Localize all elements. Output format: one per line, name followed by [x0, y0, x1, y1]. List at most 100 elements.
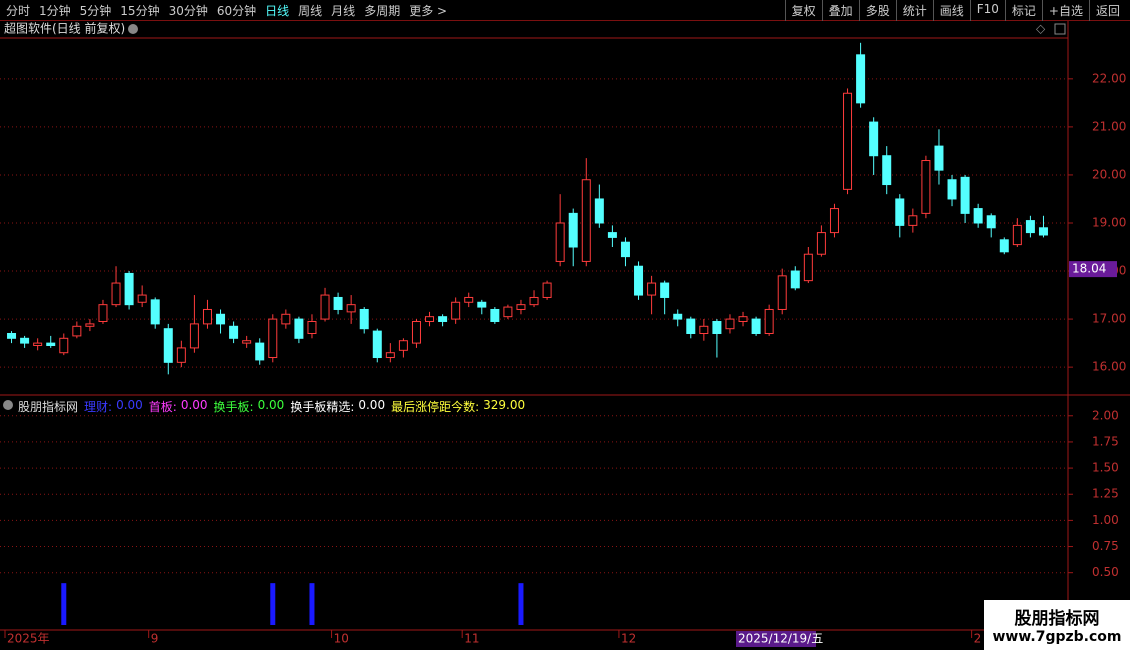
candle-body [46, 342, 56, 347]
candle-body [33, 342, 43, 347]
x-tick-label: 9 [151, 632, 159, 646]
y-tick-label: 0.75 [1092, 539, 1119, 553]
candle-body [856, 54, 866, 104]
candle-body [150, 299, 160, 325]
icon[interactable]: ◇ [1036, 22, 1046, 36]
watermark: 股朋指标网 www.7gpzb.com [984, 600, 1130, 650]
candle-body [464, 296, 474, 303]
candle-body [829, 208, 839, 234]
candle-body [934, 145, 944, 171]
tool-button[interactable]: 复权 [784, 0, 822, 21]
tool-button[interactable]: 多股 [858, 0, 896, 21]
candle-body [202, 308, 212, 325]
period-tab[interactable]: 15分钟 [120, 4, 160, 18]
candle-body [594, 198, 604, 224]
candle-body [581, 179, 591, 262]
watermark-title: 股朋指标网 [1014, 609, 1100, 629]
candle-body [607, 232, 617, 238]
y-tick-label: 2.00 [1092, 408, 1119, 422]
candle-body [333, 296, 343, 310]
candle-body [111, 282, 121, 306]
legend-value: 0.00 [116, 398, 143, 412]
legend-value: 0.00 [358, 398, 386, 412]
period-tab[interactable]: 多周期 [364, 4, 401, 18]
menu-icon[interactable] [128, 24, 138, 34]
period-tab[interactable]: 1分钟 [39, 4, 71, 18]
candle-body [124, 272, 134, 306]
legend-name: 理财: [84, 400, 113, 414]
candle-body [555, 222, 565, 262]
tool-button[interactable]: +自选 [1041, 0, 1089, 21]
candle-body [72, 325, 82, 337]
y-tick-label: 16.00 [1092, 360, 1126, 374]
legend-name: 首板: [148, 400, 177, 414]
tool-button[interactable]: F10 [969, 0, 1005, 21]
period-tab[interactable]: 分时 [6, 4, 31, 18]
signal-bar [270, 583, 276, 625]
tool-button[interactable]: 叠加 [821, 0, 859, 21]
signal-bar [61, 583, 67, 625]
candle-body [189, 323, 199, 349]
candle-body [281, 313, 291, 325]
candle-body [777, 275, 787, 310]
menu-icon[interactable] [3, 400, 13, 410]
candle-body [98, 304, 108, 322]
y-tick-label: 17.00 [1092, 312, 1126, 326]
signal-bar [518, 583, 524, 625]
last-price-label: 18.04 [1072, 262, 1106, 276]
y-tick-label: 1.50 [1092, 461, 1119, 475]
period-tab[interactable]: 5分钟 [79, 4, 112, 18]
chart-title: 超图软件(日线 前复权) [4, 21, 125, 36]
candle-body [568, 212, 578, 248]
icon[interactable] [1054, 23, 1066, 35]
tool-button[interactable]: 标记 [1004, 0, 1042, 21]
tool-buttons: 复权 叠加 多股 统计 画线 F10 标记 +自选 返回 [784, 0, 1126, 21]
candle-body [634, 265, 644, 296]
watermark-url: www.7gpzb.com [992, 629, 1122, 645]
candle-body [895, 198, 905, 226]
y-tick-label: 20.00 [1092, 167, 1126, 181]
tool-button[interactable]: 统计 [895, 0, 933, 21]
signal-bar [309, 583, 315, 625]
candle-body [973, 208, 983, 224]
candle-body [960, 176, 970, 214]
y-tick-label: 19.00 [1092, 215, 1126, 229]
candle-body [699, 325, 709, 334]
tool-button[interactable]: 返回 [1088, 0, 1126, 21]
candle-body [359, 308, 369, 330]
candle-body [686, 318, 696, 334]
candle-body [725, 318, 735, 330]
candle-body [372, 330, 382, 359]
candle-body [1025, 220, 1035, 234]
candle-body [816, 232, 826, 255]
period-tab[interactable]: 日线 [265, 4, 290, 18]
candle-body [229, 325, 239, 339]
x-tick-label: 10 [334, 632, 349, 646]
period-tab[interactable]: 月线 [331, 4, 356, 18]
candle-body [908, 215, 918, 226]
indicator-title: 股朋指标网 [18, 400, 79, 414]
candle-body [1012, 224, 1022, 246]
candle-body [947, 179, 957, 200]
legend-name: 换手板: [213, 400, 254, 414]
period-tab[interactable]: 更多 > [409, 4, 448, 18]
period-tab[interactable]: 周线 [298, 4, 323, 18]
tool-button[interactable]: 画线 [932, 0, 970, 21]
legend-value: 0.00 [257, 398, 285, 412]
y-tick-label: 21.00 [1092, 119, 1126, 133]
y-tick-label: 1.00 [1092, 513, 1119, 527]
candle-body [882, 155, 892, 186]
toolbar: 分时 1分钟 5分钟 15分钟 30分钟 60分钟 日线 周线 月线 多周期 更多 > 复权 叠加 多股… [0, 0, 1130, 21]
legend-value: 329.00 [483, 398, 526, 412]
candle-body [712, 320, 722, 334]
candle-body [320, 294, 330, 320]
candle-body [20, 337, 30, 344]
candle-body [294, 318, 304, 339]
period-tab[interactable]: 60分钟 [216, 4, 257, 18]
candle-body [764, 308, 774, 334]
candle-body [999, 239, 1009, 253]
candle-body [620, 241, 630, 258]
candle-body [477, 301, 487, 308]
candle-body [647, 282, 657, 296]
period-tab[interactable]: 30分钟 [168, 4, 208, 18]
